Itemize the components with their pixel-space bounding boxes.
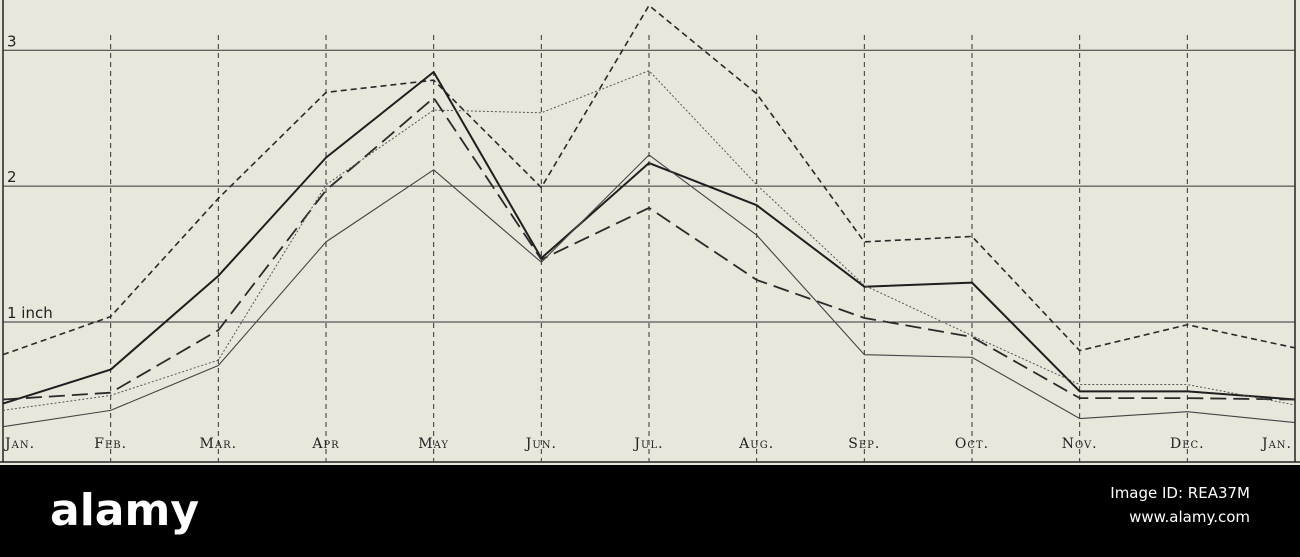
x-tick-label: Nov.: [1062, 436, 1098, 452]
x-tick-label: Apr: [311, 436, 339, 452]
x-tick-label: Oct.: [955, 436, 989, 452]
brand: alamy: [50, 485, 199, 536]
footer-band: [0, 465, 1300, 557]
x-tick-label: Jul.: [632, 436, 663, 452]
x-tick-label: Jun.: [524, 436, 557, 452]
series-line: [2, 4, 1296, 356]
series-line: [2, 96, 1296, 401]
x-tick-label: Jan.: [3, 436, 35, 452]
image-id: Image ID: REA37M: [1110, 484, 1250, 502]
x-tick-label: Dec.: [1170, 436, 1205, 452]
y-tick-label: 1 inch: [7, 304, 53, 322]
series-line: [2, 154, 1296, 428]
x-tick-label: Jan.: [1260, 436, 1292, 452]
y-tick-label: 3: [7, 32, 17, 50]
site: www.alamy.com: [1129, 508, 1250, 526]
x-tick-label: Sep.: [848, 436, 880, 452]
y-tick-label: 2: [7, 168, 17, 186]
chart-background: [0, 0, 1300, 465]
series-line: [2, 71, 1296, 405]
x-tick-label: Mar.: [200, 436, 238, 452]
x-tick-label: May: [418, 436, 449, 452]
x-tick-label: Feb.: [94, 436, 127, 452]
x-tick-label: Aug.: [738, 436, 774, 452]
